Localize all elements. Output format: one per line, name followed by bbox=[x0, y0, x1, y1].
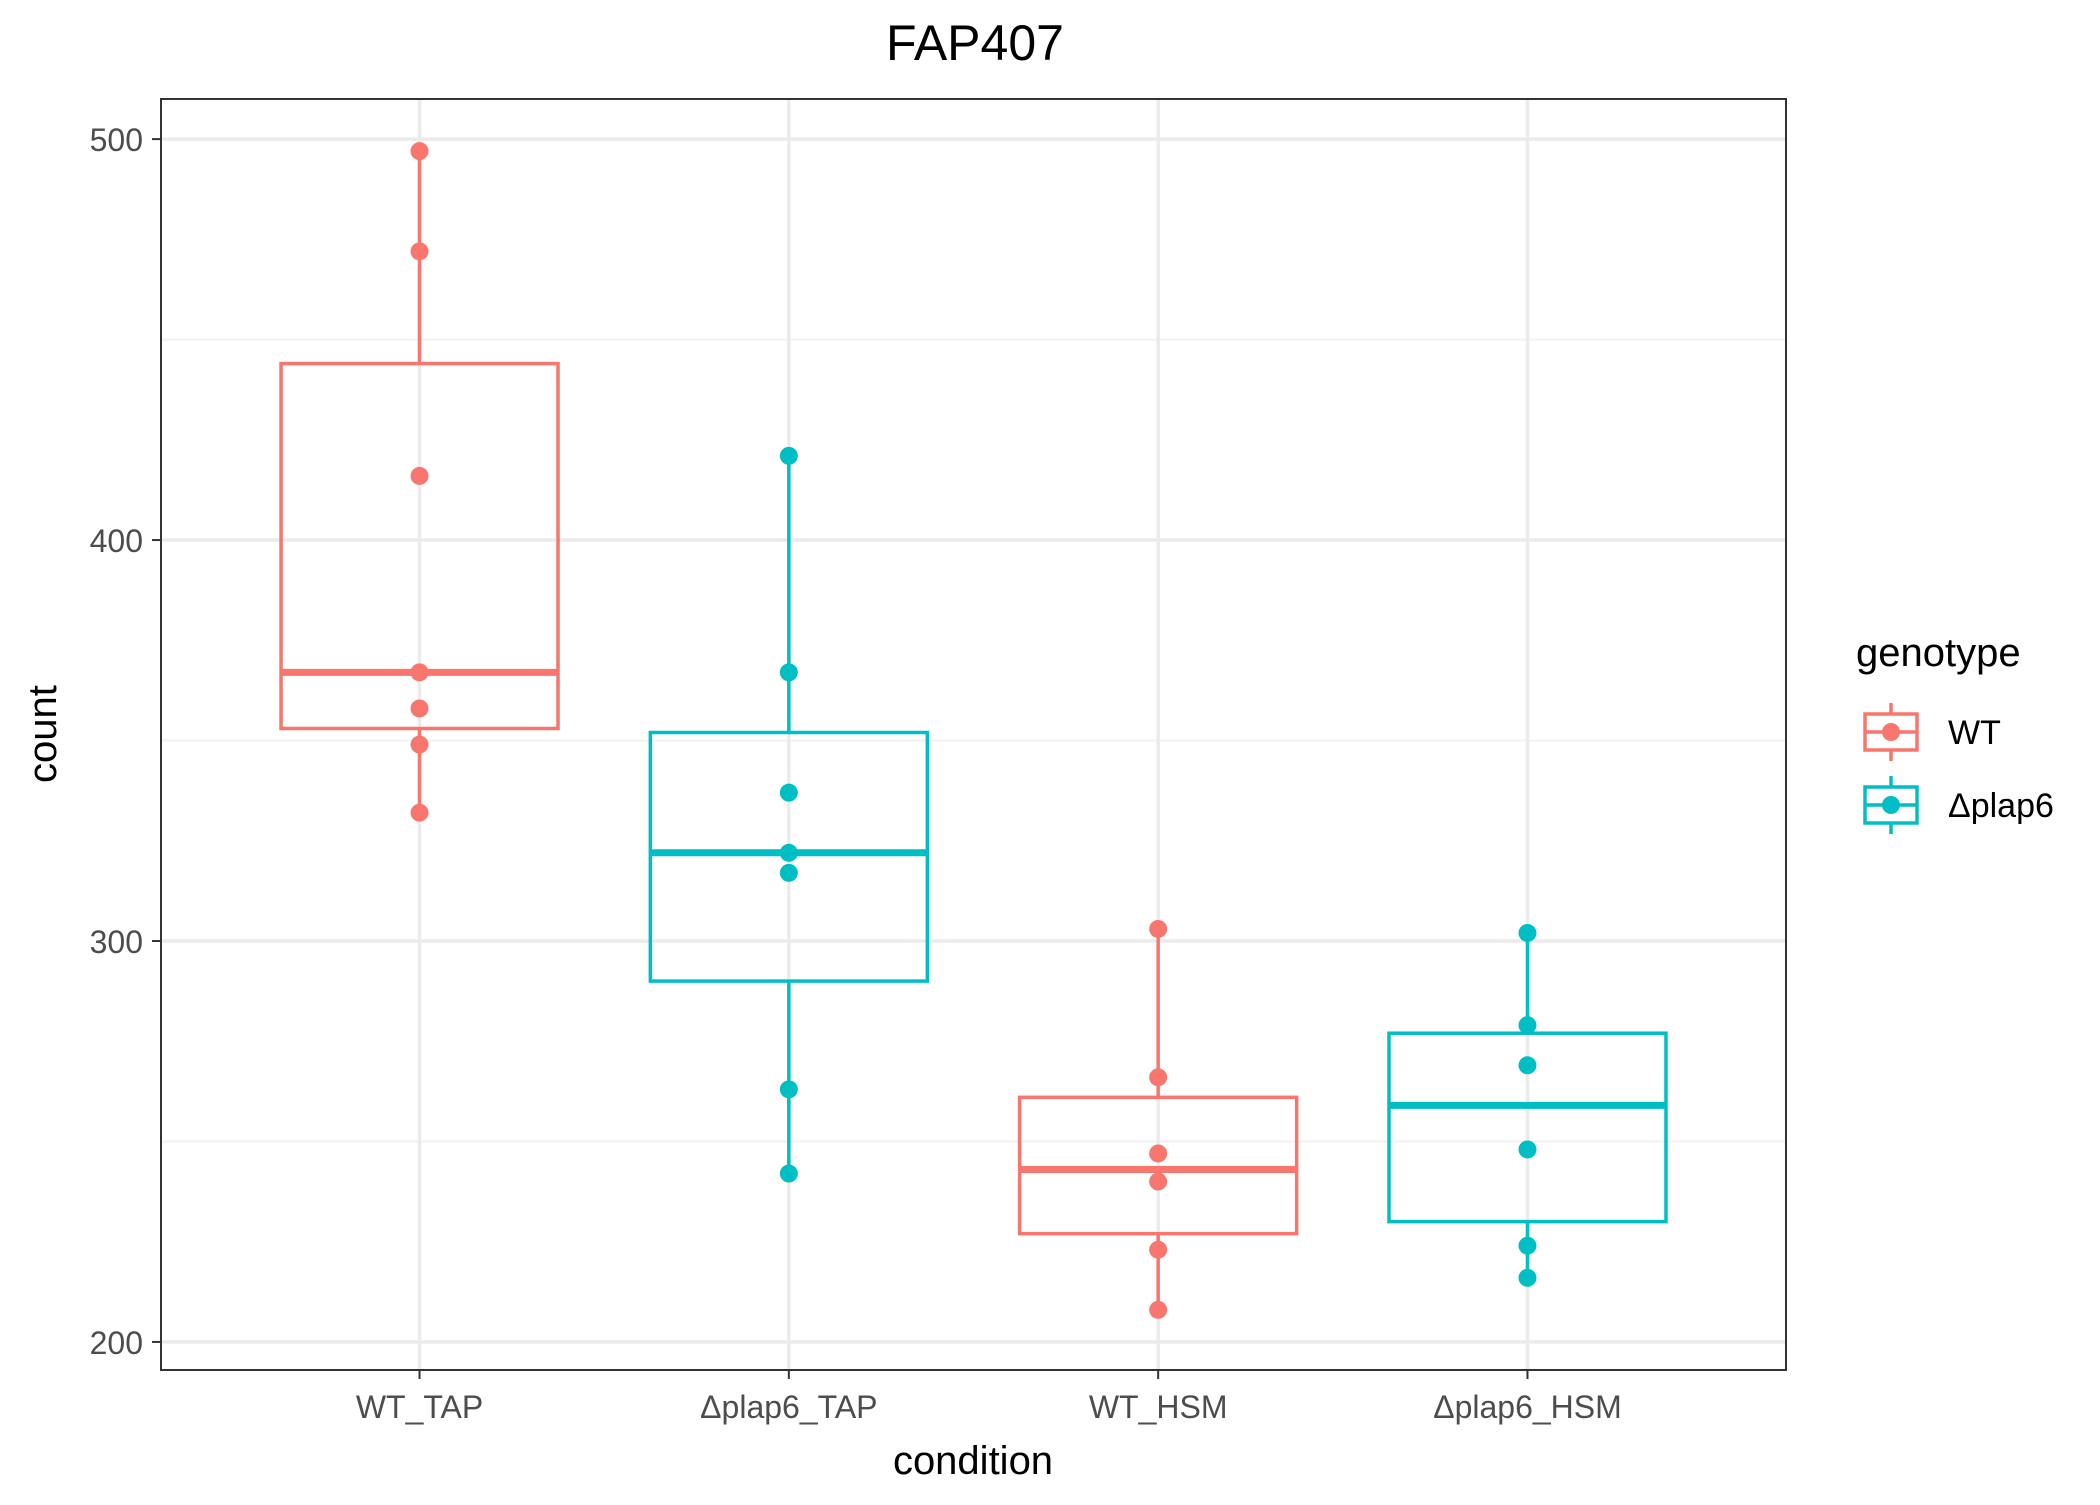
data-point bbox=[779, 663, 798, 682]
legend-title: genotype bbox=[1856, 631, 2021, 675]
data-point bbox=[1518, 1056, 1537, 1075]
legend-label: Δplap6 bbox=[1948, 787, 2054, 825]
chart-title: FAP407 bbox=[886, 15, 1064, 71]
legend-key bbox=[1863, 703, 1919, 761]
x-axis-label: condition bbox=[893, 1439, 1053, 1483]
data-point bbox=[1149, 1240, 1168, 1259]
data-point bbox=[410, 663, 429, 682]
y-tick-label: 500 bbox=[90, 122, 143, 158]
box-group bbox=[648, 446, 930, 1183]
box-layer bbox=[279, 142, 1668, 1319]
box-group bbox=[1017, 919, 1299, 1319]
box-group bbox=[279, 142, 560, 822]
grid-layer bbox=[161, 99, 1786, 1370]
data-point bbox=[410, 466, 429, 485]
data-point bbox=[410, 242, 429, 261]
data-point bbox=[410, 803, 429, 822]
x-tick-label: Δplap6_TAP bbox=[700, 1389, 877, 1425]
y-tick-label: 400 bbox=[90, 523, 143, 559]
data-point bbox=[1149, 1172, 1168, 1191]
legend: genotype WT Δplap6 bbox=[1856, 631, 2054, 834]
x-tick-label: WT_TAP bbox=[356, 1389, 483, 1425]
box-iqr bbox=[648, 730, 930, 983]
data-point bbox=[410, 142, 429, 161]
data-point bbox=[1518, 923, 1537, 942]
data-point bbox=[1518, 1016, 1537, 1035]
data-point bbox=[410, 699, 429, 718]
data-point bbox=[779, 863, 798, 882]
plot-panel bbox=[161, 99, 1786, 1370]
data-point bbox=[1149, 919, 1168, 938]
box-iqr bbox=[1017, 1095, 1299, 1236]
data-point bbox=[1518, 1236, 1537, 1255]
data-point bbox=[1149, 1300, 1168, 1319]
y-axis-label: count bbox=[21, 685, 65, 783]
axis-layer: 200 300 400 500 WT_TAP Δplap6_TAP WT_HSM Δplap6… bbox=[90, 122, 1622, 1425]
data-point bbox=[1518, 1140, 1537, 1159]
legend-key bbox=[1863, 776, 1919, 834]
data-point bbox=[1149, 1144, 1168, 1163]
x-tick-label: WT_HSM bbox=[1089, 1389, 1228, 1425]
y-tick-label: 300 bbox=[90, 924, 143, 960]
data-point bbox=[779, 1080, 798, 1099]
data-point bbox=[779, 446, 798, 465]
data-point bbox=[1518, 1268, 1537, 1287]
box-group bbox=[1387, 923, 1668, 1287]
x-tick-label: Δplap6_HSM bbox=[1433, 1389, 1622, 1425]
panel-border bbox=[160, 98, 1787, 1371]
legend-key-point bbox=[1882, 796, 1900, 814]
legend-key-point bbox=[1882, 723, 1900, 741]
box-iqr bbox=[279, 361, 560, 731]
data-point bbox=[1149, 1068, 1168, 1087]
data-point bbox=[779, 783, 798, 802]
legend-label: WT bbox=[1948, 714, 2001, 752]
data-point bbox=[779, 1164, 798, 1183]
y-tick-label: 200 bbox=[90, 1325, 143, 1361]
data-point bbox=[779, 843, 798, 862]
data-point bbox=[410, 735, 429, 754]
